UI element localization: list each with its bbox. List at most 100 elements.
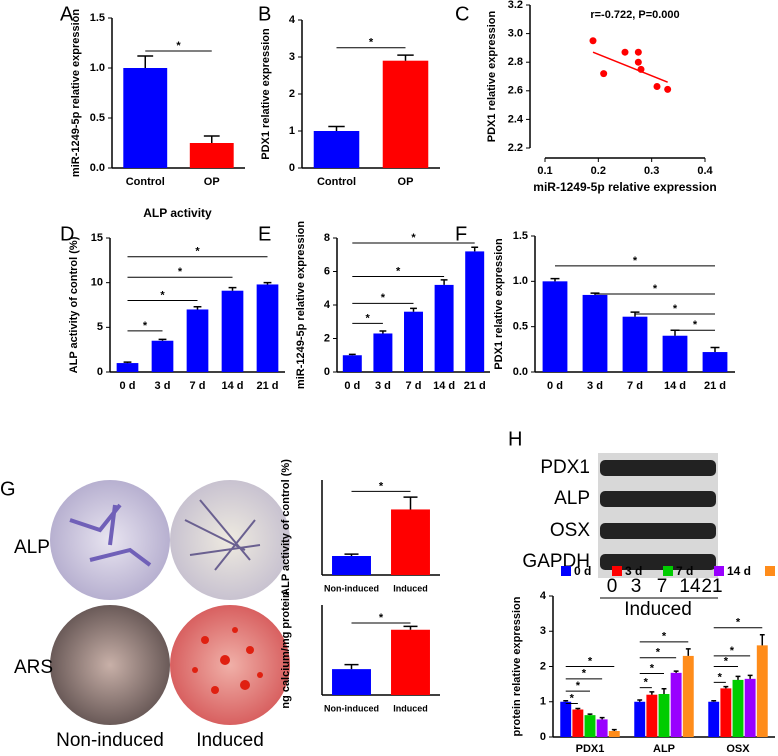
scatter-point xyxy=(589,37,597,45)
legend-label: 0 d xyxy=(574,564,591,578)
legend-swatch xyxy=(765,566,775,576)
bar xyxy=(670,672,682,737)
panel-letter: G xyxy=(0,478,16,500)
ars-non-induced-image xyxy=(50,605,170,725)
legend-label: 7 d xyxy=(676,564,693,578)
error-bar xyxy=(228,286,237,291)
bar xyxy=(634,701,646,737)
x-tick-label: 0 d xyxy=(344,380,360,392)
bar xyxy=(391,629,430,695)
y-tick-label: 4 xyxy=(324,299,331,311)
bar xyxy=(342,355,362,372)
significance-label: * xyxy=(588,655,593,667)
scatter-point xyxy=(600,70,608,78)
bar xyxy=(313,131,360,168)
bar xyxy=(373,333,393,372)
legend-label: 14 d xyxy=(727,564,751,578)
x-tick-label: 14 d xyxy=(433,380,455,392)
y-tick-label: 2.8 xyxy=(508,56,523,68)
blot-lane-label: 21 xyxy=(701,576,722,597)
y-tick-label: 3.0 xyxy=(508,28,523,40)
error-bar xyxy=(263,281,272,285)
bar xyxy=(404,311,423,372)
bar xyxy=(434,284,454,372)
significance-label: * xyxy=(656,647,661,659)
stain-row-label: ALP xyxy=(14,537,50,558)
significance-label: * xyxy=(160,289,165,301)
error-bar xyxy=(575,707,581,710)
bar xyxy=(391,509,430,575)
blot-lane-label: 7 xyxy=(657,576,668,597)
bar xyxy=(465,251,485,372)
significance-label: * xyxy=(143,320,148,332)
bar xyxy=(702,352,728,372)
bar xyxy=(221,290,244,372)
bar xyxy=(608,731,620,737)
significance-label: * xyxy=(379,612,384,624)
error-bar xyxy=(599,716,605,720)
y-axis-label: ALP activity of control (%) xyxy=(68,236,80,373)
y-tick-label: 1.0 xyxy=(90,62,105,74)
error-bar xyxy=(123,361,132,364)
scatter-point xyxy=(664,85,672,93)
x-tick-label: 0 d xyxy=(120,380,136,392)
bar xyxy=(658,693,670,737)
blot-group-label: Induced xyxy=(624,599,692,620)
ars-induced-image xyxy=(170,605,290,725)
bar xyxy=(732,679,744,737)
significance-label: * xyxy=(653,283,658,295)
y-axis-label: ALP activity of control (%) xyxy=(280,459,292,596)
x-tick-label: 3 d xyxy=(375,380,391,392)
error-bar xyxy=(563,699,569,702)
error-bar xyxy=(710,346,720,353)
y-tick-label: 0 xyxy=(97,366,103,378)
panel-letter: H xyxy=(508,428,522,450)
y-tick-label: 1.5 xyxy=(513,230,528,242)
x-tick-label: 21 d xyxy=(256,380,278,392)
bar xyxy=(382,60,429,169)
y-axis-label: miR-1249-5p relative expression xyxy=(70,9,82,177)
error-bar xyxy=(661,687,667,694)
scatter-point xyxy=(637,65,645,73)
y-tick-label: 2.4 xyxy=(508,113,524,125)
legend-swatch xyxy=(714,566,724,576)
significance-label: * xyxy=(411,232,416,244)
stain-column-label: Induced xyxy=(196,730,264,751)
blot-lane-label: 3 xyxy=(631,576,642,597)
y-tick-label: 3 xyxy=(540,625,546,637)
x-tick-label: Non-induced xyxy=(324,583,379,593)
x-tick-label: OP xyxy=(398,176,414,188)
significance-label: * xyxy=(644,677,649,689)
significance-label: * xyxy=(662,631,667,643)
bar xyxy=(756,645,768,737)
annotation: r=-0.722, P=0.000 xyxy=(590,9,679,21)
error-bar xyxy=(348,353,356,356)
panel-letter: E xyxy=(258,223,271,245)
blot-band xyxy=(600,523,716,539)
y-tick-label: 10 xyxy=(91,277,103,289)
y-tick-label: 1 xyxy=(289,125,295,137)
x-tick-label: Non-induced xyxy=(324,703,379,713)
y-tick-label: 8 xyxy=(324,232,330,244)
blot-protein-label: ALP xyxy=(554,488,590,509)
chart-title: ALP activity xyxy=(143,206,212,220)
y-tick-label: 2.6 xyxy=(508,85,523,97)
significance-label: * xyxy=(178,266,183,278)
significance-label: * xyxy=(570,692,575,704)
legend-label: 3 d xyxy=(625,564,642,578)
y-tick-label: 0.0 xyxy=(513,366,528,378)
error-bar xyxy=(747,674,753,679)
x-tick-label: PDX1 xyxy=(576,743,605,755)
y-tick-label: 15 xyxy=(91,232,103,244)
bar xyxy=(572,709,584,737)
significance-label: * xyxy=(369,37,374,49)
blot-band xyxy=(600,491,716,507)
bar xyxy=(744,678,756,737)
error-bar xyxy=(440,279,448,285)
error-bar xyxy=(137,55,154,68)
x-tick-label: Induced xyxy=(393,583,428,593)
x-tick-label: 0 d xyxy=(547,380,563,392)
bar xyxy=(116,363,139,372)
panel-letter: A xyxy=(60,3,74,25)
